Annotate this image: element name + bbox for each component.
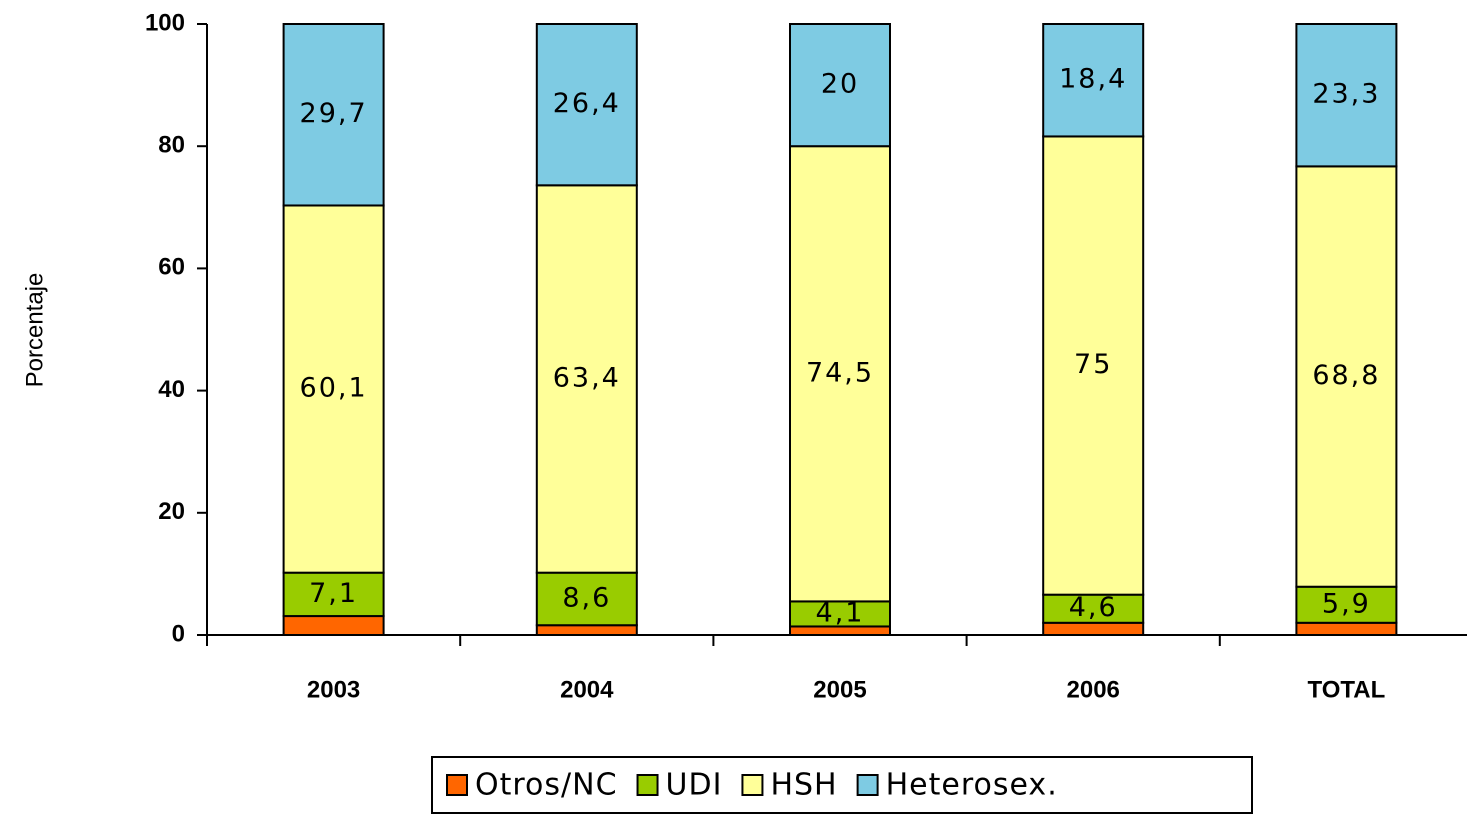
bar-segment	[535, 571, 638, 627]
bar-segment	[1042, 135, 1145, 596]
data-label: 23,3	[1312, 79, 1380, 110]
data-label: 74,5	[806, 357, 874, 388]
y-tick-label: 40	[158, 376, 185, 403]
bar-segment	[535, 624, 638, 636]
bar-segment	[1042, 621, 1145, 637]
data-label: 60,1	[300, 373, 368, 404]
legend-swatch	[446, 774, 468, 796]
legend-swatch	[636, 774, 659, 796]
x-tick-label: 2004	[560, 676, 614, 703]
x-tick-label: 2003	[307, 676, 360, 703]
data-label: 8,6	[562, 582, 611, 613]
bar-segment	[1042, 23, 1145, 138]
y-tick-label: 60	[158, 254, 185, 281]
data-label: 4,6	[1069, 592, 1118, 623]
bar-segment	[1295, 23, 1398, 168]
legend-label: Heterosex.	[886, 768, 1058, 803]
data-label: 7,1	[309, 578, 358, 609]
legend-label: UDI	[666, 768, 723, 803]
bar-segment	[1295, 165, 1398, 588]
data-label: 4,1	[816, 597, 865, 628]
legend-swatch	[856, 774, 879, 796]
x-tick-label: 2006	[1067, 676, 1120, 703]
bar-segment	[1295, 621, 1398, 637]
x-tick-label: TOTAL	[1308, 676, 1386, 703]
bar-segment	[789, 600, 891, 628]
data-label: 20	[821, 69, 859, 100]
bar-segment	[535, 184, 638, 574]
y-axis-label: Porcentaje	[21, 273, 48, 388]
y-tick-label: 20	[158, 498, 185, 525]
legend-label: HSH	[770, 768, 837, 803]
bar-segment	[535, 23, 638, 187]
legend-swatch	[741, 774, 764, 796]
bar-segment	[282, 615, 385, 637]
bar-segment	[282, 23, 385, 207]
bar-segment	[789, 23, 891, 148]
legend-label: Otros/NC	[475, 768, 618, 803]
legend-box	[431, 756, 1253, 814]
bar-segment	[282, 204, 385, 574]
x-tick-label: 2005	[813, 676, 866, 703]
data-label: 75	[1074, 349, 1112, 380]
data-label: 26,4	[553, 88, 621, 119]
bar-segment	[282, 571, 385, 618]
data-label: 68,8	[1312, 360, 1380, 391]
y-tick-label: 0	[172, 620, 185, 647]
data-label: 18,4	[1059, 64, 1127, 95]
data-label: 63,4	[553, 362, 621, 393]
data-label: 5,9	[1322, 588, 1371, 619]
y-tick-label: 100	[145, 9, 185, 36]
y-tick-label: 80	[158, 132, 185, 159]
data-label: 29,7	[300, 98, 368, 129]
